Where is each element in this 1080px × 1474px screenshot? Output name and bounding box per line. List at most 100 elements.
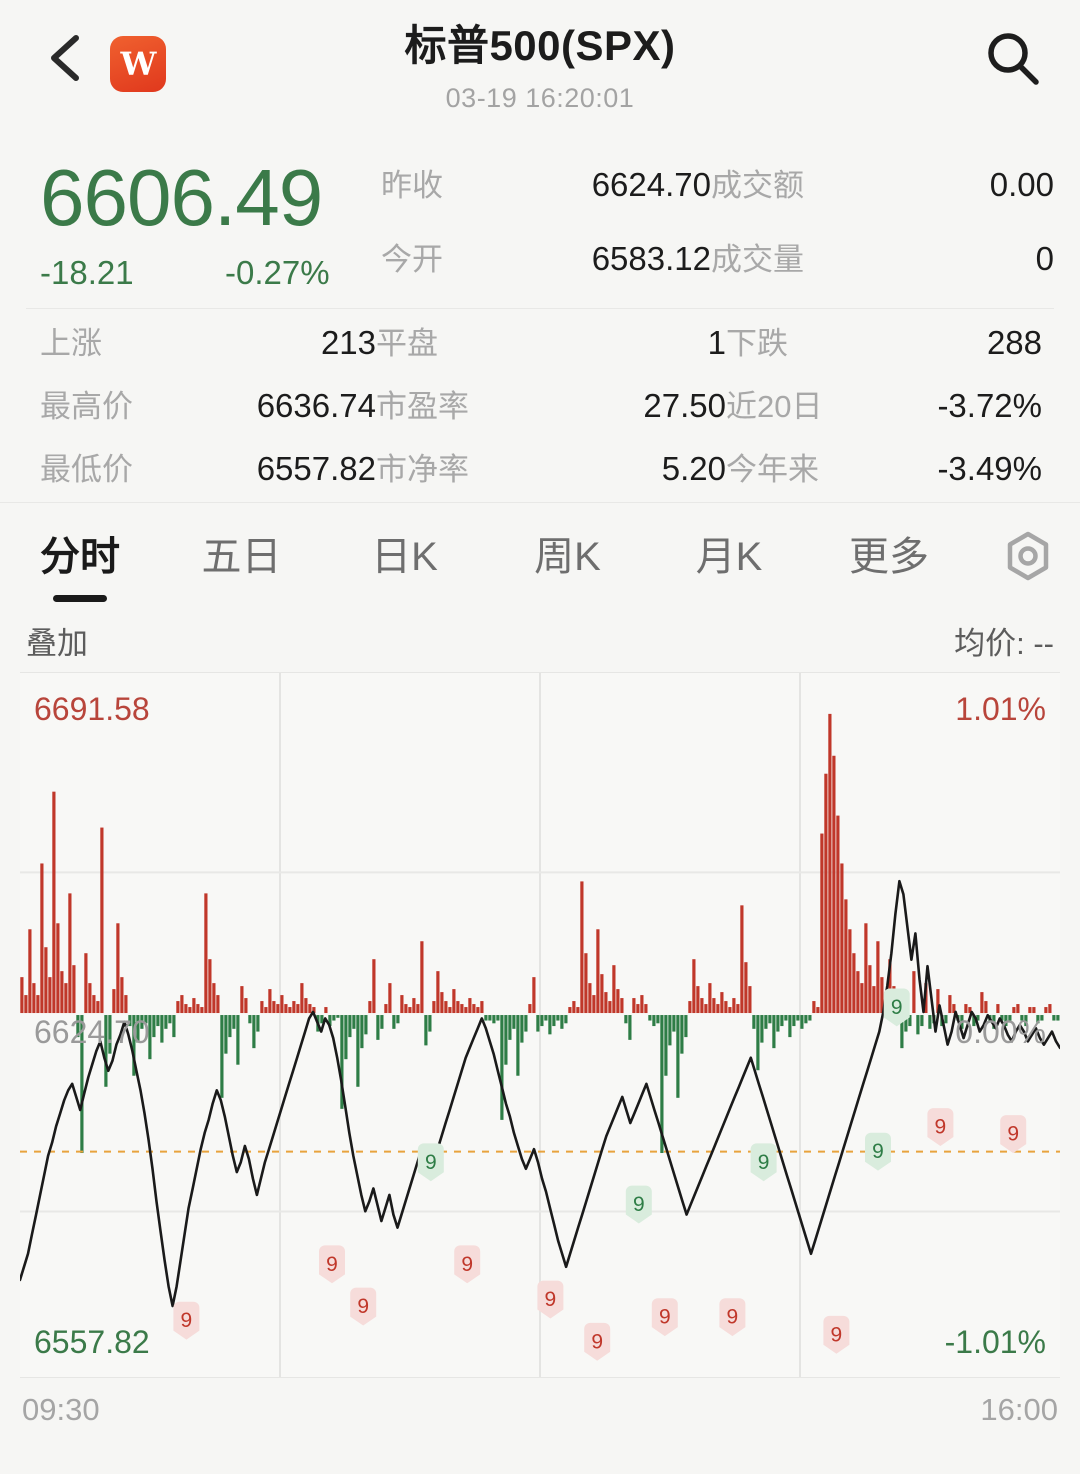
- quote-price-block: 6606.49 -18.21 -0.27%: [26, 153, 381, 292]
- svg-text:9: 9: [1007, 1123, 1019, 1146]
- quote-stats-row: 上涨 213 平盘 1 下跌 288: [40, 309, 1054, 372]
- search-icon[interactable]: [984, 30, 1042, 88]
- tab-yueK[interactable]: 月K: [649, 524, 809, 588]
- stat-cell: 市盈率 27.50: [376, 381, 726, 426]
- stat-label: 下跌: [726, 326, 788, 361]
- stat-cell: 平盘 1: [376, 318, 726, 363]
- kv-value: 6583.12: [591, 240, 711, 277]
- app-logo-letter: W: [120, 45, 157, 83]
- tab-label: 周K: [534, 534, 601, 579]
- stat-label: 近20日: [726, 389, 823, 424]
- quote-kv-row: 昨收 6624.70 成交额 0.00: [381, 160, 1054, 234]
- stat-value: 213: [320, 324, 376, 361]
- stat-label: 今年来: [726, 452, 819, 487]
- quote-divider: [26, 308, 1054, 309]
- stat-value: 6557.82: [256, 450, 376, 487]
- stat-value: 288: [986, 324, 1042, 361]
- stat-label: 平盘: [376, 326, 438, 361]
- kv-label: 今开: [381, 242, 443, 277]
- stat-value: -3.72%: [937, 387, 1042, 424]
- signal-marker-sell: 9: [537, 1280, 564, 1319]
- tab-more[interactable]: 更多: [809, 524, 969, 588]
- kv-label: 成交量: [711, 242, 804, 277]
- signal-marker-buy: 9: [625, 1185, 652, 1224]
- stat-cell: 上涨 213: [40, 318, 376, 363]
- signal-marker-sell: 9: [454, 1245, 481, 1284]
- chart-overlay-row: 叠加 均价: --: [0, 608, 1080, 672]
- stat-value: 5.20: [661, 450, 726, 487]
- stat-cell: 市净率 5.20: [376, 444, 726, 489]
- quote-kv-cell: 昨收 6624.70: [381, 160, 711, 234]
- signal-marker-buy: 9: [417, 1143, 444, 1182]
- kv-value: 0.00: [989, 166, 1054, 203]
- chart-period-tabs: 分时 五日 日K 周K 月K 更多: [0, 503, 1080, 608]
- quote-timestamp: 03-19 16:20:01: [445, 83, 635, 113]
- quote-kv-cell: 今开 6583.12: [381, 234, 711, 308]
- quote-stats-row: 最高价 6636.74 市盈率 27.50 近20日 -3.72%: [40, 372, 1054, 435]
- page-title: 标普500(SPX): [404, 22, 676, 69]
- quote-keyvalue-columns: 昨收 6624.70 成交额 0.00 今开 6583.12 成交量 0: [381, 160, 1054, 308]
- svg-text:9: 9: [591, 1330, 603, 1353]
- app-header: W 标普500(SPX) 03-19 16:20:01: [0, 0, 1080, 150]
- tab-fenshi[interactable]: 分时: [0, 524, 160, 602]
- stat-cell: 最低价 6557.82: [40, 444, 376, 489]
- stat-value: 27.50: [643, 387, 726, 424]
- back-button[interactable]: [46, 34, 80, 82]
- time-axis-start: 09:30: [22, 1392, 100, 1427]
- header-title-block: 标普500(SPX) 03-19 16:20:01: [0, 12, 1080, 114]
- svg-text:9: 9: [181, 1309, 193, 1332]
- stat-label: 市净率: [376, 452, 469, 487]
- tab-label: 更多: [849, 534, 929, 579]
- tab-riK[interactable]: 日K: [323, 524, 486, 588]
- tab-label: 日K: [371, 534, 438, 579]
- overlay-toggle-button[interactable]: 叠加: [26, 625, 88, 661]
- svg-text:9: 9: [545, 1288, 557, 1311]
- stat-cell: 今年来 -3.49%: [726, 444, 1054, 489]
- signal-marker-buy: 9: [883, 988, 910, 1027]
- quote-stats-row: 最低价 6557.82 市净率 5.20 今年来 -3.49%: [40, 435, 1054, 498]
- stat-label: 最高价: [40, 389, 133, 424]
- quote-stats-grid: 上涨 213 平盘 1 下跌 288 最高价 6636.74 市盈率 27.50: [26, 309, 1054, 502]
- tab-label: 月K: [695, 534, 763, 579]
- chart-time-axis: 09:30 16:00: [0, 1378, 1080, 1468]
- hex-gear-icon[interactable]: [1000, 528, 1056, 584]
- stat-value: -3.49%: [937, 450, 1042, 487]
- tab-wuri[interactable]: 五日: [160, 524, 323, 588]
- tab-active-underline: [53, 594, 107, 602]
- tab-zhouK[interactable]: 周K: [486, 524, 649, 588]
- signal-marker-buy: 9: [865, 1132, 891, 1171]
- kv-label: 昨收: [381, 168, 443, 203]
- signal-marker-sell: 9: [350, 1287, 377, 1326]
- quote-panel: 6606.49 -18.21 -0.27% 昨收 6624.70 成交额 0.0…: [0, 150, 1080, 502]
- svg-text:9: 9: [727, 1306, 739, 1329]
- svg-text:9: 9: [425, 1151, 437, 1174]
- kv-value: 0: [1035, 240, 1054, 277]
- quote-kv-row: 今开 6583.12 成交量 0: [381, 234, 1054, 308]
- app-logo[interactable]: W: [110, 36, 166, 92]
- svg-text:9: 9: [935, 1116, 947, 1139]
- quote-kv-cell: 成交量 0: [711, 234, 1054, 308]
- section-divider: [0, 502, 1080, 503]
- stat-label: 市盈率: [376, 389, 469, 424]
- svg-text:9: 9: [357, 1295, 369, 1318]
- price-change-absolute: -18.21: [40, 254, 134, 291]
- signal-marker-sell: 9: [823, 1315, 850, 1354]
- quote-primary-row: 6606.49 -18.21 -0.27% 昨收 6624.70 成交额 0.0…: [26, 150, 1054, 308]
- svg-text:9: 9: [891, 996, 903, 1019]
- kv-label: 成交额: [711, 168, 804, 203]
- quote-kv-cell: 成交额 0.00: [711, 160, 1054, 234]
- svg-text:9: 9: [758, 1151, 770, 1174]
- stat-value: 6636.74: [256, 387, 376, 424]
- kv-value: 6624.70: [591, 166, 711, 203]
- price-change-percent: -0.27%: [225, 254, 330, 291]
- signal-marker-sell: 9: [719, 1298, 746, 1337]
- svg-text:9: 9: [461, 1253, 473, 1276]
- average-price-readout: 均价: --: [954, 625, 1054, 661]
- signal-marker-sell: 9: [927, 1108, 954, 1147]
- last-price: 6606.49: [40, 153, 323, 242]
- time-axis-end: 16:00: [980, 1392, 1058, 1427]
- signal-marker-sell: 9: [651, 1298, 678, 1337]
- signal-marker-buy: 9: [750, 1143, 777, 1182]
